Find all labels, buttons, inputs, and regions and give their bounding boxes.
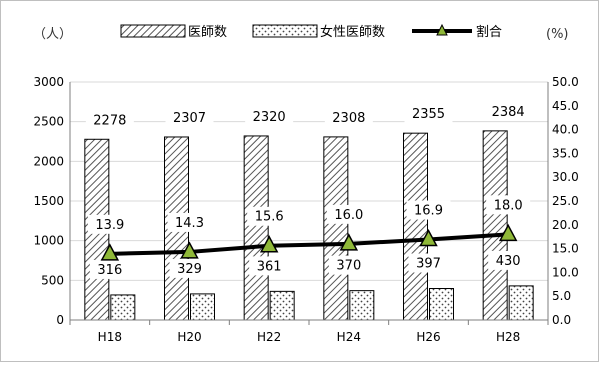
data-label-ratio: 18.0 — [494, 198, 523, 213]
bar-physicians — [323, 136, 349, 321]
legend-item-physicians: 医師数 — [120, 24, 227, 40]
y2-tick-label: 50.0 — [552, 75, 579, 89]
data-label-bg — [87, 214, 132, 234]
bar-physicians — [403, 132, 428, 321]
data-label-bg — [486, 195, 531, 215]
x-tick-label: H20 — [177, 330, 201, 344]
y2-tick-label: 30.0 — [552, 170, 579, 184]
x-tick-label: H26 — [416, 330, 440, 344]
bar-female-physicians — [110, 294, 136, 321]
data-label-ratio: 14.3 — [175, 216, 204, 231]
x-axis: H18 H20 H22 H24 H26 H28 — [69, 320, 549, 344]
data-label-ratio: 16.0 — [334, 208, 363, 223]
data-label-bg — [488, 250, 529, 270]
data-label-ratio: 15.6 — [255, 210, 284, 225]
data-label-bg — [408, 253, 449, 273]
legend-marker-ratio — [436, 23, 448, 36]
y-tick-label: 500 — [41, 273, 64, 287]
data-label-female-physicians: 370 — [336, 259, 361, 274]
ratio-marker — [100, 243, 120, 261]
y-tick-label: 1000 — [33, 234, 64, 248]
x-tick-label: H22 — [257, 330, 281, 344]
legend-item-ratio: 割合 — [412, 23, 502, 40]
gridlines — [70, 81, 548, 281]
x-tick-label: H28 — [496, 330, 520, 344]
legend-label-physicians: 医師数 — [188, 25, 227, 40]
bar-labels: 2278 316 2307 329 2320 361 2308 370 2355 397 2384 4… — [85, 101, 533, 279]
data-label-bg — [484, 101, 533, 121]
data-label-bg — [247, 206, 292, 226]
ratio-marker — [419, 228, 438, 247]
bar-physicians — [243, 135, 269, 321]
right-axis-unit: (%) — [546, 27, 569, 42]
data-label-bg — [328, 255, 369, 275]
left-axis: 0 500 1000 1500 2000 2500 3000 — [33, 75, 64, 327]
y-tick-label: 3000 — [33, 75, 64, 89]
x-tick-label: H18 — [98, 330, 122, 344]
data-label-bg — [167, 212, 212, 232]
y-tick-label: 2000 — [33, 154, 64, 168]
y2-tick-label: 45.0 — [552, 99, 579, 113]
legend-swatch-physicians — [120, 24, 186, 38]
y-tick-label: 0 — [56, 313, 64, 327]
bar-female-physicians — [190, 293, 215, 321]
data-label-bg — [324, 107, 373, 127]
right-axis: 0.0 5.0 10.0 15.0 20.0 25.0 30.0 35.0 40.0 45.0 50… — [552, 75, 579, 327]
legend-label-ratio: 割合 — [476, 24, 502, 40]
data-label-female-physicians: 397 — [416, 257, 441, 272]
data-label-female-physicians: 361 — [257, 259, 282, 274]
x-tick-label: H24 — [337, 330, 361, 344]
bar-female-physicians — [508, 285, 534, 321]
data-label-bg — [406, 200, 451, 220]
y-tick-label: 2500 — [33, 115, 64, 129]
bar-physicians — [482, 130, 508, 321]
data-label-physicians: 2355 — [412, 107, 445, 122]
data-label-physicians: 2308 — [332, 111, 365, 126]
data-label-bg — [89, 259, 130, 279]
data-label-bg — [169, 258, 210, 278]
data-label-physicians: 2307 — [173, 111, 206, 126]
ratio-line-layer: 13.9 14.3 15.6 16.0 16.9 18.0 — [87, 195, 531, 261]
data-label-bg — [404, 104, 453, 124]
y2-tick-label: 25.0 — [552, 194, 579, 208]
data-label-ratio: 16.9 — [414, 204, 443, 219]
bar-female-physicians — [269, 290, 295, 321]
data-label-physicians: 2278 — [93, 113, 126, 128]
data-label-bg — [249, 256, 290, 276]
data-label-ratio: 13.9 — [95, 218, 124, 233]
ratio-line — [109, 232, 509, 256]
ratio-marker — [180, 241, 199, 259]
bar-female-physicians — [349, 290, 375, 321]
ratio-marker — [259, 235, 279, 253]
bar-female-physicians — [429, 288, 454, 321]
y2-tick-label: 35.0 — [552, 146, 579, 160]
data-label-female-physicians: 430 — [496, 254, 521, 269]
ratio-marker — [498, 223, 518, 242]
legend-item-female-physicians: 女性医師数 — [252, 24, 385, 40]
legend-label-female-physicians: 女性医師数 — [320, 24, 385, 40]
y-tick-label: 1500 — [33, 194, 64, 208]
data-label-bg — [326, 204, 371, 224]
y2-tick-label: 20.0 — [552, 218, 579, 232]
y2-tick-label: 15.0 — [552, 242, 579, 256]
data-label-physicians: 2384 — [492, 105, 525, 120]
legend-swatch-female-physicians — [252, 24, 318, 38]
y2-tick-label: 5.0 — [552, 289, 571, 303]
data-label-bg — [85, 110, 134, 130]
y2-tick-label: 40.0 — [552, 123, 579, 137]
ratio-marker — [339, 233, 359, 251]
y2-tick-label: 10.0 — [552, 265, 579, 279]
data-label-physicians: 2320 — [253, 110, 286, 125]
data-label-female-physicians: 316 — [97, 263, 122, 278]
y2-tick-label: 0.0 — [552, 313, 571, 327]
data-label-bg — [245, 106, 294, 126]
legend: 医師数 女性医師数 割合 — [120, 23, 502, 40]
left-axis-unit: （人） — [33, 27, 72, 42]
data-label-female-physicians: 329 — [177, 262, 202, 277]
data-label-bg — [165, 107, 214, 127]
